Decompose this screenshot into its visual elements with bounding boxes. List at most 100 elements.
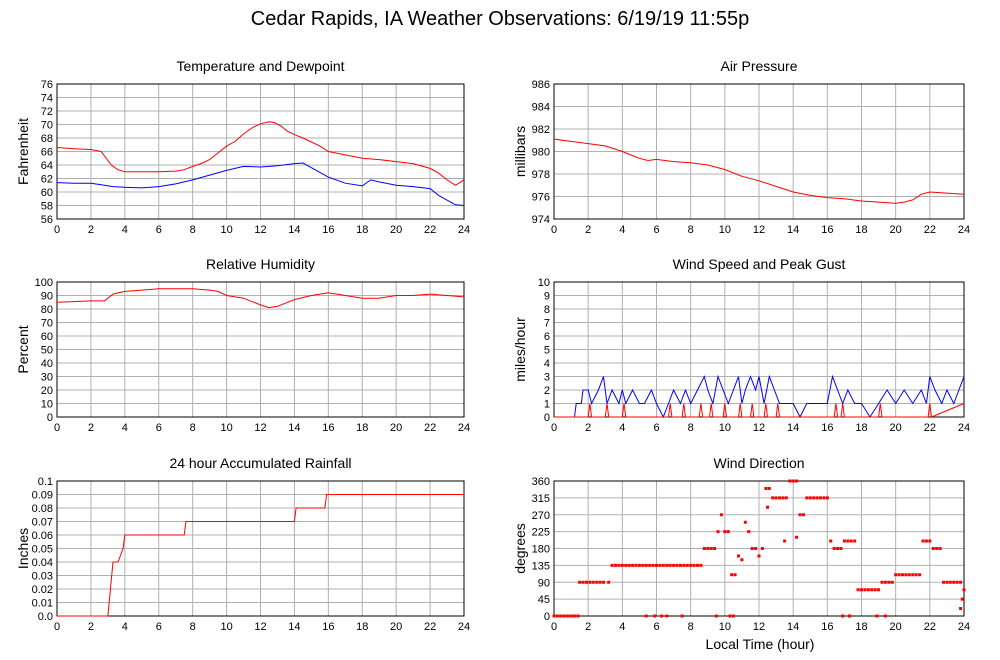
direction-point [948, 580, 952, 584]
pressure-ytick-label: 982 [532, 124, 550, 136]
direction-point [907, 573, 911, 577]
direction-point [798, 513, 802, 517]
humidity-ylabel: Percent [15, 325, 31, 373]
direction-point [846, 539, 850, 543]
direction-point [576, 614, 580, 618]
pressure-ytick-label: 974 [532, 214, 550, 226]
direction-point [890, 580, 894, 584]
direction-point [685, 563, 689, 567]
pressure-xtick-label: 22 [924, 224, 936, 236]
direction-point [743, 520, 747, 524]
direction-point [614, 563, 617, 567]
direction-point [849, 539, 853, 543]
direction-point [716, 530, 720, 534]
rainfall-xtick-label: 20 [390, 621, 402, 633]
humidity-xtick-label: 6 [156, 422, 162, 434]
wind-xtick-label: 16 [821, 422, 833, 434]
direction-point [791, 479, 795, 483]
direction-point [559, 614, 563, 618]
rainfall-xtick-label: 6 [156, 621, 162, 633]
direction-point [788, 479, 792, 483]
direction-point [661, 563, 665, 567]
direction-point [924, 539, 928, 543]
humidity-title: Relative Humidity [206, 256, 315, 272]
direction-point [653, 614, 657, 618]
direction-point [853, 539, 857, 543]
wind-xtick-label: 24 [958, 422, 970, 434]
direction-point [658, 563, 662, 567]
pressure-xtick-label: 2 [585, 224, 591, 236]
direction-point [644, 614, 648, 618]
direction-point [877, 588, 881, 592]
temperature-ytick-label: 56 [41, 214, 53, 226]
temperature-ylabel: Fahrenheit [15, 118, 31, 185]
direction-point [901, 573, 904, 577]
direction-point [795, 479, 799, 483]
wind-series-1-line [554, 403, 965, 418]
pressure-ytick-label: 980 [532, 147, 550, 159]
humidity-xtick-label: 20 [390, 422, 402, 434]
direction-point [714, 614, 718, 618]
direction-point [945, 580, 949, 584]
pressure-series-0-line [553, 138, 965, 204]
direction-point [573, 614, 576, 618]
direction-point [584, 580, 588, 584]
rainfall-xtick-label: 24 [458, 621, 470, 633]
humidity-ytick-label: 60 [41, 331, 53, 343]
direction-point [764, 487, 768, 490]
direction-ytick-label: 45 [538, 594, 550, 606]
temperature-xtick-label: 0 [54, 224, 60, 236]
humidity-ytick-label: 50 [41, 345, 53, 357]
pressure-ytick-label: 984 [532, 102, 550, 114]
wind-ytick-label: 4 [544, 358, 550, 370]
direction-point [829, 539, 833, 543]
humidity-ytick-label: 90 [41, 291, 53, 303]
wind-xtick-label: 22 [924, 422, 936, 434]
wind-xtick-label: 6 [653, 422, 659, 434]
temperature-ytick-label: 74 [41, 93, 53, 105]
direction-ytick-label: 90 [538, 577, 550, 589]
direction-point [836, 547, 840, 550]
humidity-ytick-label: 40 [41, 358, 53, 370]
temperature-xtick-label: 2 [88, 224, 94, 236]
temperature-series-0-line [56, 121, 465, 186]
direction-point [914, 573, 918, 577]
direction-point [757, 554, 761, 558]
direction-point [842, 539, 846, 543]
direction-point [728, 614, 732, 618]
direction-point [894, 573, 898, 577]
direction-point [602, 580, 606, 584]
pressure-ytick-label: 986 [532, 79, 550, 91]
pressure-ytick-label: 976 [532, 192, 550, 204]
direction-point [689, 563, 693, 567]
direction-point [911, 573, 915, 577]
humidity-xtick-label: 14 [288, 422, 300, 434]
direction-point [825, 496, 829, 500]
wind-ylabel: miles/hour [512, 317, 528, 382]
temperature-xtick-label: 4 [122, 224, 128, 236]
temperature-ytick-label: 64 [41, 160, 53, 172]
rainfall-ylabel: Inches [15, 528, 31, 569]
wind-xtick-label: 0 [551, 422, 557, 434]
direction-point [928, 539, 932, 543]
pressure-xtick-label: 24 [958, 224, 970, 236]
direction-point [562, 614, 566, 618]
temperature-series-1-line [56, 162, 465, 206]
direction-point [848, 614, 852, 618]
direction-point [733, 573, 737, 577]
wind-ytick-label: 7 [544, 318, 550, 330]
direction-point [598, 580, 602, 584]
direction-point [959, 607, 963, 610]
temperature-xtick-label: 20 [390, 224, 402, 236]
direction-point [960, 597, 964, 601]
direction-point [637, 563, 641, 567]
direction-point [873, 588, 877, 592]
rainfall-series-0-line [57, 494, 464, 617]
direction-point [678, 563, 682, 567]
direction-point [918, 573, 922, 577]
direction-point [883, 580, 887, 584]
direction-point [819, 496, 822, 500]
